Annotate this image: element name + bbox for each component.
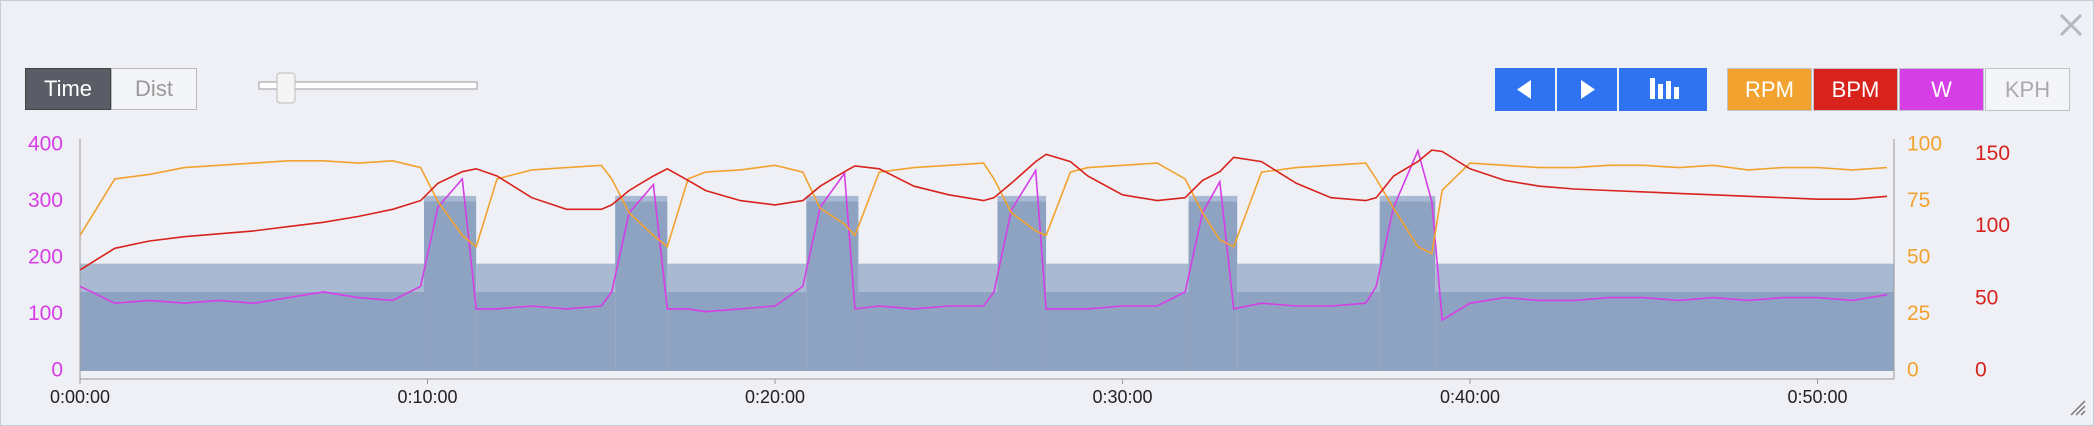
slider-thumb[interactable]: [276, 72, 296, 104]
y-tick-label: 0: [51, 359, 63, 382]
mode-button[interactable]: BPM: [1813, 68, 1898, 111]
y2-tick-label: 50: [1907, 246, 1930, 269]
target-band: [1435, 263, 1894, 292]
nav-buttons: [1495, 68, 1707, 111]
target-block: [476, 291, 616, 371]
y3-tick-label: 0: [1975, 359, 1987, 382]
zoom-slider[interactable]: [257, 71, 481, 107]
series-line: [79, 159, 1888, 255]
target-band: [1046, 263, 1189, 292]
target-band: [424, 195, 477, 202]
y-tick-label: 200: [28, 246, 63, 269]
target-band: [1379, 195, 1436, 202]
y3-tick-label: 50: [1975, 286, 1998, 309]
x-tick-label: 0:00:00: [50, 387, 110, 407]
target-band: [1188, 195, 1238, 202]
y2-tick-label: 75: [1907, 189, 1930, 212]
target-block: [1435, 291, 1894, 371]
y-tick-label: 300: [28, 189, 63, 212]
prev-icon: [1517, 80, 1531, 99]
target-band: [1237, 263, 1380, 292]
y-tick-label: 400: [28, 133, 63, 156]
y2-tick-label: 25: [1907, 302, 1930, 325]
grip-icon: [2070, 400, 2086, 416]
x-tick-label: 0:30:00: [1092, 387, 1152, 407]
stats-icon: [1650, 78, 1679, 99]
y3-tick-label: 150: [1975, 142, 2010, 165]
target-block: [1046, 291, 1189, 371]
target-band: [80, 263, 425, 292]
slider-track: [258, 81, 478, 90]
target-block: [1188, 201, 1238, 371]
target-block: [1379, 201, 1436, 371]
target-band: [476, 263, 616, 292]
series-line: [79, 149, 1888, 271]
time-toggle[interactable]: Time: [25, 68, 111, 110]
next-icon: [1581, 80, 1595, 99]
target-block: [806, 201, 859, 371]
target-block: [424, 201, 477, 371]
target-block: [1237, 291, 1380, 371]
mode-button[interactable]: W: [1899, 68, 1984, 111]
target-band: [858, 263, 998, 292]
close-button[interactable]: [2057, 11, 2085, 39]
y2-tick-label: 0: [1907, 359, 1919, 382]
x-tick-label: 0:20:00: [745, 387, 805, 407]
x-tick-label: 0:50:00: [1788, 387, 1848, 407]
mode-button[interactable]: RPM: [1727, 68, 1812, 111]
target-block: [858, 291, 998, 371]
target-block: [615, 201, 668, 371]
target-block: [667, 291, 807, 371]
y2-tick-label: 100: [1907, 133, 1942, 156]
target-block: [80, 291, 425, 371]
close-icon: [2059, 13, 2083, 37]
y3-tick-label: 100: [1975, 214, 2010, 237]
series-line: [79, 148, 1888, 322]
target-band: [806, 195, 859, 202]
x-tick-label: 0:10:00: [397, 387, 457, 407]
x-tick-label: 0:40:00: [1440, 387, 1500, 407]
mode-button[interactable]: KPH: [1985, 68, 2070, 111]
target-block: [997, 201, 1047, 371]
resize-grip[interactable]: [2069, 399, 2087, 417]
y-tick-label: 100: [28, 302, 63, 325]
target-band: [997, 195, 1047, 202]
target-band: [667, 263, 807, 292]
dist-toggle[interactable]: Dist: [111, 68, 197, 110]
